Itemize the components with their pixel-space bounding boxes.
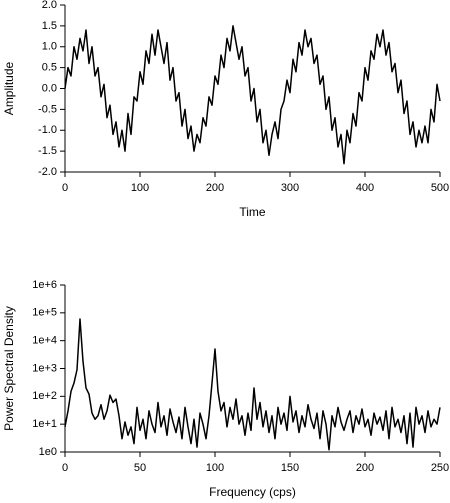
y-tick-label: 1e+3 [32,362,57,374]
y-tick-label: -0.5 [38,103,57,115]
data-line [64,25,441,165]
x-tick-label: 50 [134,462,146,474]
y-tick-label: 0.0 [42,82,57,94]
y-axis-label: Power Spectral Density [2,306,16,431]
y-tick-label: -1.0 [38,124,57,136]
y-tick-label: 1e+2 [32,390,57,402]
y-tick-label: 1.5 [42,20,57,32]
y-tick-label: 1e0 [39,446,57,458]
x-axis-label: Frequency (cps) [209,485,296,499]
y-tick-label: 1e+5 [32,307,57,319]
data-line [64,318,441,451]
x-tick-label: 400 [356,182,374,194]
y-tick-label: 0.5 [42,62,57,74]
x-tick-label: 0 [62,182,68,194]
x-tick-label: 150 [281,462,299,474]
x-tick-label: 0 [62,462,68,474]
x-tick-label: 100 [131,182,149,194]
y-tick-label: 1e+4 [32,335,57,347]
y-tick-label: 1.0 [42,41,57,53]
y-tick-label: 1e+6 [32,279,57,291]
y-tick-label: 1e+1 [32,418,57,430]
x-tick-label: 250 [431,462,449,474]
x-tick-label: 300 [281,182,299,194]
x-tick-label: 500 [431,182,449,194]
y-tick-label: -1.5 [38,145,57,157]
y-tick-label: 2.0 [42,0,57,11]
x-tick-label: 100 [206,462,224,474]
y-axis-label: Amplitude [2,62,16,116]
x-tick-label: 200 [206,182,224,194]
x-tick-label: 200 [356,462,374,474]
y-tick-label: -2.0 [38,166,57,178]
x-axis-label: Time [239,205,266,219]
